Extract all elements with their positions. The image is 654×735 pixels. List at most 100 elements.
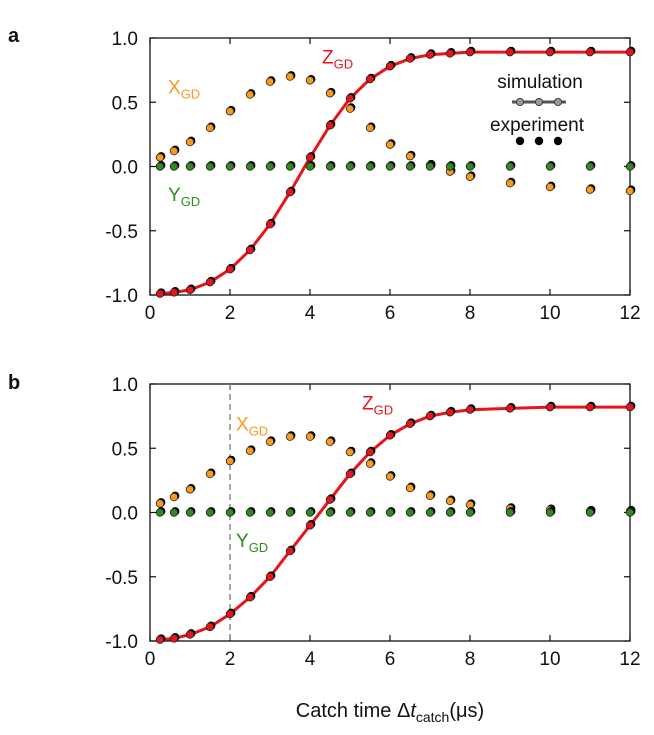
simulation-point bbox=[245, 446, 255, 456]
x-tick-label: 2 bbox=[225, 649, 236, 670]
x-tick-label: 10 bbox=[539, 303, 560, 324]
simulation-point bbox=[185, 137, 195, 147]
simulation-point bbox=[185, 162, 195, 171]
y-tick-label: -0.5 bbox=[105, 568, 138, 589]
simulation-point bbox=[285, 162, 295, 171]
simulation-point bbox=[465, 172, 475, 181]
y-tick-label: -1.0 bbox=[105, 286, 138, 307]
simulation-point bbox=[155, 162, 165, 171]
simulation-point bbox=[465, 47, 475, 57]
simulation-point bbox=[205, 123, 215, 133]
legend-simulation-marker bbox=[515, 97, 525, 107]
series-label-x: XGD bbox=[168, 77, 200, 101]
x-tick-label: 10 bbox=[539, 649, 560, 670]
simulation-point bbox=[625, 47, 635, 57]
simulation-point bbox=[205, 508, 215, 517]
series-z bbox=[155, 46, 636, 298]
simulation-point bbox=[585, 402, 595, 412]
simulation-point bbox=[505, 179, 515, 188]
simulation-point bbox=[425, 162, 435, 171]
simulation-point bbox=[169, 288, 179, 297]
simulation-point bbox=[345, 162, 355, 171]
simulation-point bbox=[285, 187, 295, 197]
simulation-point bbox=[245, 162, 255, 171]
panel-a: a 0 2 4 6 8 10 12 1.0 0.5 0.0 -0.5 -1.0 ZGD XGD YGD simu… bbox=[8, 25, 641, 324]
simulation-point bbox=[155, 508, 165, 517]
simulation-point bbox=[285, 546, 295, 556]
simulation-point bbox=[225, 107, 235, 116]
simulation-point bbox=[405, 419, 415, 429]
simulation-point bbox=[445, 496, 455, 506]
simulation-point bbox=[305, 153, 315, 162]
simulation-point bbox=[385, 431, 395, 440]
simulation-point bbox=[585, 47, 595, 57]
series-label-z: ZGD bbox=[362, 394, 393, 418]
x-tick-label: 8 bbox=[465, 303, 476, 324]
series-label-y: YGD bbox=[236, 531, 268, 555]
simulation-point bbox=[405, 508, 415, 517]
series-y bbox=[155, 507, 636, 517]
y-tick-label: 0.0 bbox=[112, 158, 138, 179]
simulation-point bbox=[169, 162, 179, 171]
simulation-point bbox=[445, 508, 455, 517]
simulation-point bbox=[425, 411, 435, 421]
simulation-point bbox=[265, 508, 275, 517]
simulation-point bbox=[225, 609, 235, 619]
panel-b: b 0 2 4 6 8 10 12 1.0 0.5 0.0 -0.5 -1.0 ZGD XGD YGD bbox=[8, 372, 641, 670]
series-y bbox=[155, 161, 636, 171]
simulation-point bbox=[325, 162, 335, 171]
simulation-point bbox=[365, 162, 375, 171]
simulation-point bbox=[169, 634, 179, 643]
simulation-point bbox=[385, 62, 395, 71]
simulation-point bbox=[205, 162, 215, 171]
simulation-point bbox=[185, 630, 195, 639]
simulation-point bbox=[445, 408, 455, 417]
x-tick-label: 4 bbox=[305, 303, 316, 324]
simulation-point bbox=[169, 146, 179, 156]
simulation-point bbox=[405, 483, 415, 493]
simulation-point bbox=[505, 47, 515, 57]
x-tick-label: 2 bbox=[225, 303, 236, 324]
panel-letter: a bbox=[8, 25, 20, 47]
simulation-point bbox=[245, 90, 255, 99]
simulation-point bbox=[305, 508, 315, 517]
simulation-point bbox=[365, 459, 375, 468]
simulation-point bbox=[155, 153, 165, 162]
simulation-point bbox=[465, 405, 475, 414]
simulation-point bbox=[425, 50, 435, 59]
simulation-point bbox=[225, 456, 235, 466]
simulation-point bbox=[265, 220, 275, 229]
simulation-point bbox=[385, 162, 395, 171]
y-tick-label: -1.0 bbox=[105, 632, 138, 653]
simulation-point bbox=[285, 72, 295, 81]
simulation-point bbox=[585, 185, 595, 194]
simulation-point bbox=[155, 289, 165, 298]
simulation-point bbox=[545, 162, 555, 171]
simulation-point bbox=[265, 437, 275, 447]
simulation-point bbox=[325, 508, 335, 517]
simulation-point bbox=[185, 285, 195, 295]
simulation-point bbox=[325, 437, 335, 447]
y-tick-label: 1.0 bbox=[112, 375, 138, 396]
legend-experiment-marker bbox=[553, 136, 563, 146]
simulation-point bbox=[445, 162, 455, 171]
x-tick-label: 0 bbox=[145, 649, 156, 670]
series-label-y: YGD bbox=[168, 185, 200, 209]
x-tick-label: 6 bbox=[385, 649, 396, 670]
simulation-point bbox=[585, 508, 595, 517]
simulation-point bbox=[265, 162, 275, 171]
y-tick-label: 0.0 bbox=[112, 504, 138, 525]
simulation-point bbox=[155, 635, 165, 644]
simulation-point bbox=[405, 162, 415, 171]
simulation-point bbox=[169, 508, 179, 517]
simulation-point bbox=[325, 89, 335, 98]
y-tick-label: -0.5 bbox=[105, 222, 138, 243]
simulation-point bbox=[345, 94, 355, 103]
simulation-point bbox=[305, 432, 315, 441]
x-tick-label: 4 bbox=[305, 649, 316, 670]
x-tick-label: 0 bbox=[145, 303, 156, 324]
simulation-point bbox=[225, 162, 235, 171]
simulation-point bbox=[385, 472, 395, 481]
simulation-point bbox=[625, 402, 635, 412]
